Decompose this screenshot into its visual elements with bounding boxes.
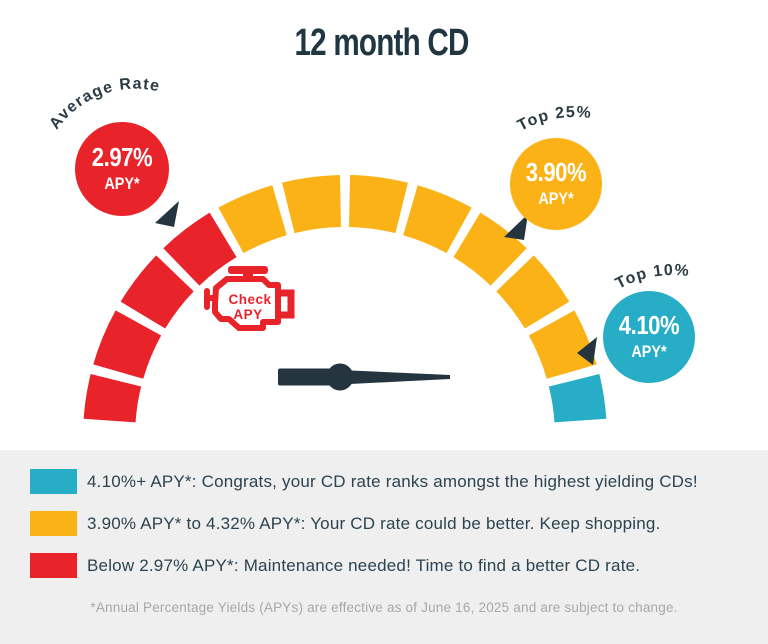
page-title: 12 month CD (294, 22, 469, 64)
gauge-segment-2 (93, 310, 162, 379)
gauge-segment-6 (282, 175, 341, 234)
gauge-segment-12 (548, 374, 607, 423)
badge-top-25-value: 3.90% (526, 158, 587, 187)
gauge-segment-7 (349, 175, 408, 234)
check-apy-label-line1: Check (228, 292, 271, 307)
badge-top-25: Top 25% 3.90% APY* (510, 104, 602, 230)
badge-top-25-label: Top 25% (515, 104, 593, 135)
gauge-arc (83, 175, 607, 423)
legend-panel: 4.10%+ APY*: Congrats, your CD rate rank… (0, 450, 768, 644)
legend-row-teal: 4.10%+ APY*: Congrats, your CD rate rank… (30, 469, 698, 494)
legend-text-yellow: 3.90% APY* to 4.32% APY*: Your CD rate c… (87, 513, 661, 533)
gauge-segment-3 (120, 255, 194, 329)
engine-top-bar (228, 266, 268, 274)
badge-top-10-label: Top 10% (613, 262, 691, 293)
legend-text-teal: 4.10%+ APY*: Congrats, your CD rate rank… (87, 471, 698, 491)
badge-top-10-unit: APY* (631, 343, 667, 361)
gauge-segment-8 (403, 185, 472, 254)
gauge-segment-4 (163, 212, 237, 286)
arrow-top-10 (577, 337, 597, 365)
engine-dipstick-tick (204, 295, 216, 301)
badge-average-rate-circle (75, 122, 169, 216)
legend-swatch-red (30, 553, 77, 578)
engine-body (212, 276, 281, 331)
badge-top-25-unit: APY* (538, 190, 574, 208)
check-engine-icon: Check APY (204, 266, 295, 331)
badge-top-10: Top 10% 4.10% APY* (603, 262, 695, 383)
badge-average-rate: Average Rate 2.97% APY* (46, 76, 169, 216)
gauge-segment-5 (218, 185, 287, 254)
gauge-segment-1 (83, 374, 142, 423)
engine-exhaust-pipe (277, 289, 295, 319)
gauge-needle (278, 363, 450, 391)
legend-row-red: Below 2.97% APY*: Maintenance needed! Ti… (30, 553, 640, 578)
needle-pointer (340, 370, 450, 385)
gauge-segment-9 (453, 212, 527, 286)
badge-average-rate-unit: APY* (104, 175, 140, 193)
gauge-chart: Check APY Average Rate 2.97% APY* (46, 76, 695, 423)
legend-text-red: Below 2.97% APY*: Maintenance needed! Ti… (87, 555, 641, 575)
needle-tail (278, 368, 342, 386)
legend-swatch-teal (30, 469, 77, 494)
footnote: *Annual Percentage Yields (APYs) are eff… (90, 600, 678, 615)
needle-hub (326, 363, 354, 391)
gauge-segment-11 (528, 310, 597, 379)
check-apy-label-line2: APY (233, 307, 262, 322)
legend-row-yellow: 3.90% APY* to 4.32% APY*: Your CD rate c… (30, 511, 661, 536)
badge-top-10-value: 4.10% (619, 311, 680, 340)
gauge-segment-10 (496, 255, 570, 329)
badge-top-25-circle (510, 138, 602, 230)
legend-swatch-yellow (30, 511, 77, 536)
badge-top-10-circle (603, 291, 695, 383)
arrow-average-rate (155, 201, 179, 227)
badge-average-rate-label: Average Rate (46, 76, 161, 133)
arrow-top-25 (504, 214, 528, 240)
badge-average-rate-value: 2.97% (92, 143, 153, 172)
